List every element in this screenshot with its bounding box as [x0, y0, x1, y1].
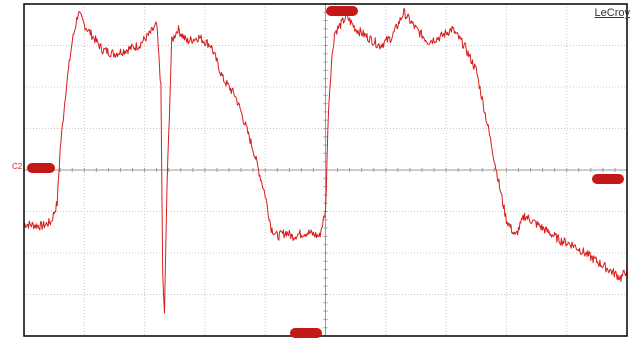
center-axes — [23, 3, 628, 337]
channel-offset-marker[interactable] — [27, 163, 55, 173]
display-frame — [23, 3, 628, 337]
trigger-level-marker[interactable] — [592, 174, 624, 184]
channel-label: C2 — [12, 162, 23, 171]
time-position-marker[interactable] — [290, 328, 322, 338]
lecroy-logo: LeCroy — [594, 7, 630, 19]
trigger-position-marker[interactable] — [326, 6, 358, 16]
waveform-trace-c2 — [23, 7, 628, 314]
